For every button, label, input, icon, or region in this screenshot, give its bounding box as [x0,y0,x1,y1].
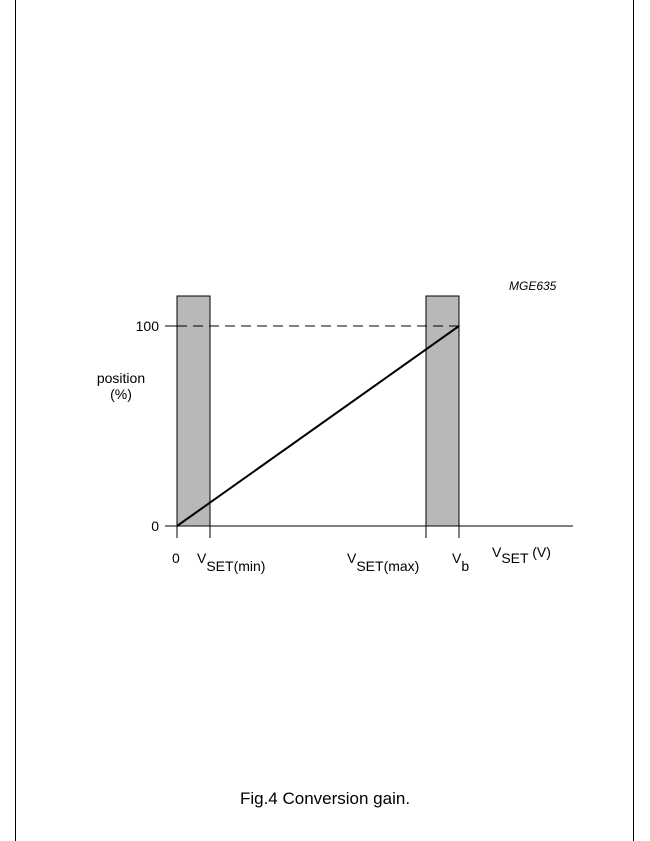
conversion-line [176,325,460,527]
shaded-band-low [176,295,211,527]
y-axis-label-line2: (%) [110,386,132,402]
shaded-band-high [425,295,460,527]
x-tick-label-0: 0 [172,550,180,566]
page-border-right [633,0,634,841]
page-border-left [15,0,16,841]
figure-code: MGE635 [509,279,557,293]
x-tick-label-vb: Vb [452,550,469,574]
x-tick-label-vset-min: VSET(min) [197,550,265,574]
x-tick-label-vset-max: VSET(max) [347,550,419,574]
y-tick-label-0: 0 [151,518,159,534]
figure-caption: Fig.4 Conversion gain. [239,789,411,808]
y-axis-label-line1: position [97,370,145,386]
x-axis-label: VSET (V) [492,544,551,566]
y-tick-label-100: 100 [136,318,160,334]
